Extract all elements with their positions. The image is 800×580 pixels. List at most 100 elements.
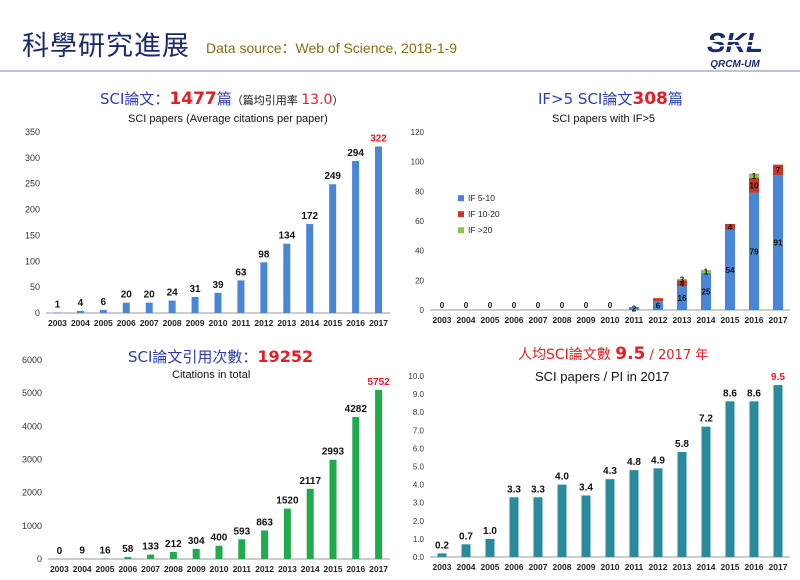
x-tick-label: 2010 (601, 562, 620, 572)
y-tick-label: 9.0 (413, 390, 425, 399)
data-label: 98 (258, 249, 270, 260)
x-tick-label: 2006 (117, 318, 136, 328)
x-tick-label: 2008 (163, 318, 182, 328)
x-tick-label: 2012 (649, 562, 668, 572)
title-value: 308 (632, 89, 668, 109)
data-label: 39 (212, 280, 224, 291)
data-label: 8.6 (723, 388, 737, 399)
chart-subtitle: SCI papers / PI in 2017 (535, 369, 670, 384)
bar (76, 310, 84, 313)
bar-segment (677, 278, 687, 281)
segment-label: 16 (678, 294, 687, 303)
y-tick-label: 0.0 (413, 553, 425, 562)
data-label: 9 (79, 546, 85, 557)
y-tick-label: 250 (25, 179, 40, 189)
bar (283, 508, 291, 559)
data-label: 400 (211, 533, 228, 544)
bar (101, 558, 109, 559)
logo-bottom-text: QRCM-UM (710, 59, 760, 70)
x-tick-label: 2011 (233, 564, 252, 574)
x-tick-label: 2013 (673, 315, 692, 325)
bar (485, 538, 495, 557)
bar-segment (629, 307, 639, 310)
x-tick-label: 2005 (481, 562, 500, 572)
bar (581, 495, 591, 557)
data-label: 3.4 (579, 482, 593, 493)
y-tick-label: 1000 (22, 521, 42, 531)
legend-swatch (458, 227, 464, 234)
y-tick-label: 80 (415, 187, 424, 196)
segment-label: 4 (728, 223, 733, 232)
header-divider (0, 70, 800, 72)
data-label: 6 (101, 297, 107, 308)
data-label: 63 (235, 267, 247, 278)
bar (261, 530, 269, 559)
title-value: 19252 (257, 347, 314, 366)
data-label: 863 (256, 517, 273, 528)
data-label: 133 (142, 542, 159, 553)
bar-segment (677, 280, 687, 287)
skl-logo: SKL QRCM-UM (696, 27, 776, 70)
segment-label: 25 (702, 287, 711, 296)
legend-swatch (458, 211, 464, 218)
data-label: 20 (144, 290, 156, 301)
title-value: 1477 (169, 89, 217, 109)
data-label: 2117 (299, 476, 321, 487)
bar (352, 416, 360, 559)
data-label: 322 (370, 133, 387, 144)
x-tick-label: 2010 (210, 564, 229, 574)
y-tick-label: 100 (411, 158, 425, 167)
bar (214, 292, 222, 313)
chart-title: IF>5 SCI論文308篇 (538, 88, 683, 109)
bar (306, 224, 314, 313)
bar (215, 545, 223, 559)
title-suffix: 篇 (667, 90, 683, 108)
y-tick-label: 50 (30, 282, 40, 292)
y-tick-label: 4000 (22, 421, 42, 431)
x-tick-label: 2007 (529, 562, 548, 572)
x-tick-label: 2016 (346, 318, 365, 328)
legend-label: IF 10-20 (468, 209, 500, 219)
y-tick-label: 20 (415, 276, 424, 285)
bar (701, 426, 711, 557)
chart-papers-per-pi: 人均SCI論文數 9.5 / 2017 年 SCI papers / PI in… (400, 338, 800, 580)
bar-segment (701, 272, 711, 310)
chart-sci-papers: SCI論文：1477篇（篇均引用率 13.0） SCI papers (Aver… (0, 80, 400, 330)
x-tick-label: 2006 (505, 315, 524, 325)
x-tick-label: 2004 (71, 318, 90, 328)
bar (509, 497, 519, 557)
y-tick-label: 350 (25, 127, 40, 137)
segment-label: 6 (656, 302, 661, 311)
title-prefix: SCI論文： (100, 90, 170, 108)
x-tick-label: 2015 (324, 564, 343, 574)
y-tick-label: 0 (420, 306, 425, 315)
bar (147, 554, 155, 559)
data-label: 20 (121, 290, 133, 301)
data-label: 58 (122, 544, 134, 555)
bar-segment (677, 286, 687, 310)
x-tick-label: 2014 (301, 564, 320, 574)
bar-segment (749, 173, 759, 178)
y-tick-label: 60 (415, 217, 424, 226)
x-tick-label: 2010 (601, 315, 620, 325)
chart-title: SCI論文引用次數：19252 (128, 346, 313, 367)
x-tick-label: 2014 (697, 315, 716, 325)
x-tick-label: 2013 (277, 318, 296, 328)
bar (169, 551, 177, 559)
x-tick-label: 2010 (209, 318, 228, 328)
y-tick-label: 2000 (22, 488, 42, 498)
data-label: 3.3 (531, 484, 545, 495)
bar-segment (653, 298, 663, 302)
bar (168, 300, 176, 313)
x-tick-label: 2003 (50, 564, 69, 574)
x-tick-label: 2006 (505, 562, 524, 572)
x-tick-label: 2004 (457, 562, 476, 572)
segment-label: 0 (560, 301, 565, 310)
bar (124, 557, 132, 559)
x-tick-label: 2004 (73, 564, 92, 574)
segment-label: 1 (752, 172, 757, 181)
x-tick-label: 2009 (577, 315, 596, 325)
bar (749, 401, 759, 557)
x-tick-label: 2009 (577, 562, 596, 572)
data-label: 8.6 (747, 388, 761, 399)
